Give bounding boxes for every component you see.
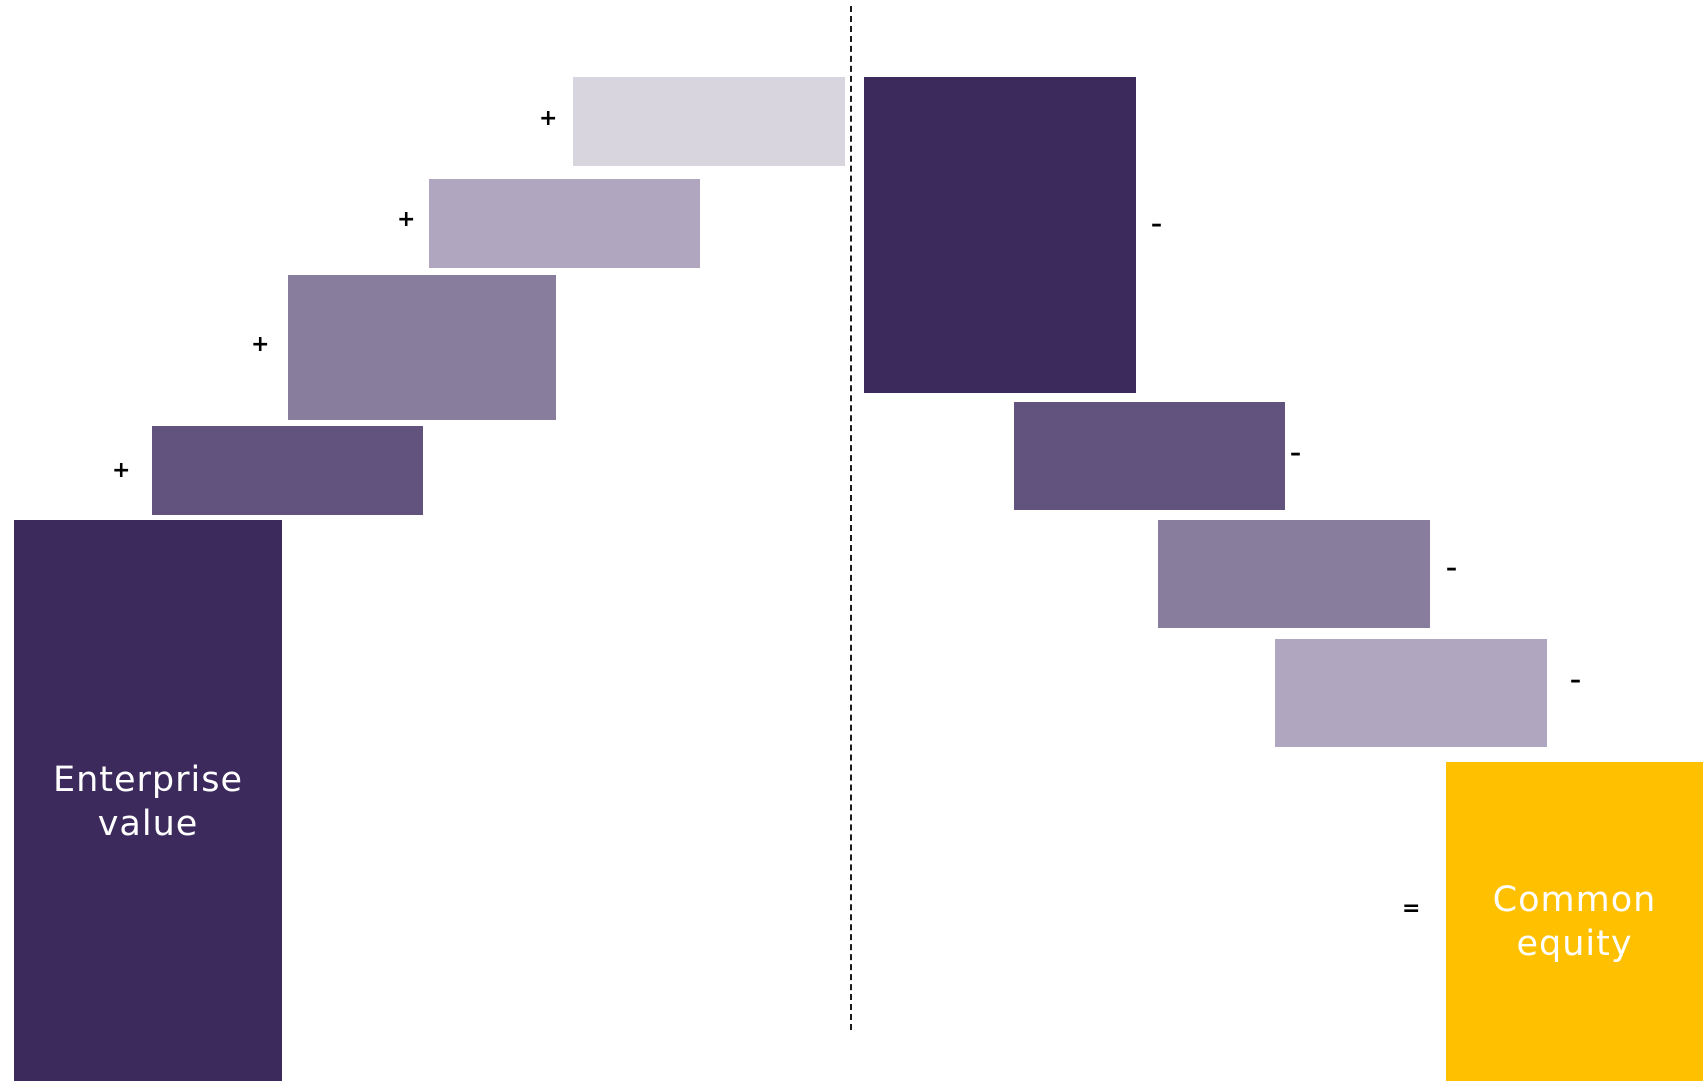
minus-sign-2: – (1290, 441, 1301, 466)
plus-sign-4: + (539, 106, 558, 131)
enterprise-value-label-line2: value (97, 804, 199, 844)
plus-sign-1: + (112, 458, 131, 483)
subtraction-block-2 (1014, 402, 1285, 510)
minus-sign-1: – (1151, 212, 1162, 237)
enterprise-value-block: Enterprise value (14, 520, 282, 1081)
addition-block-4 (573, 77, 845, 166)
common-equity-label: Common equity (1446, 878, 1703, 966)
common-equity-label-line2: equity (1516, 924, 1633, 964)
subtraction-block-4 (1275, 639, 1547, 747)
dashed-divider-line (850, 6, 852, 1030)
addition-block-1 (152, 426, 423, 515)
addition-block-2 (288, 275, 556, 420)
common-equity-block: Common equity (1446, 762, 1703, 1081)
equals-sign: = (1402, 896, 1421, 921)
addition-block-3 (429, 179, 700, 268)
minus-sign-3: – (1446, 556, 1457, 581)
plus-sign-3: + (397, 207, 416, 232)
enterprise-value-label-line1: Enterprise (52, 760, 244, 800)
subtraction-block-1 (864, 77, 1136, 393)
enterprise-value-label: Enterprise value (14, 758, 282, 846)
minus-sign-4: – (1570, 668, 1581, 693)
plus-sign-2: + (251, 332, 270, 357)
common-equity-label-line1: Common (1492, 880, 1657, 920)
subtraction-block-3 (1158, 520, 1430, 628)
